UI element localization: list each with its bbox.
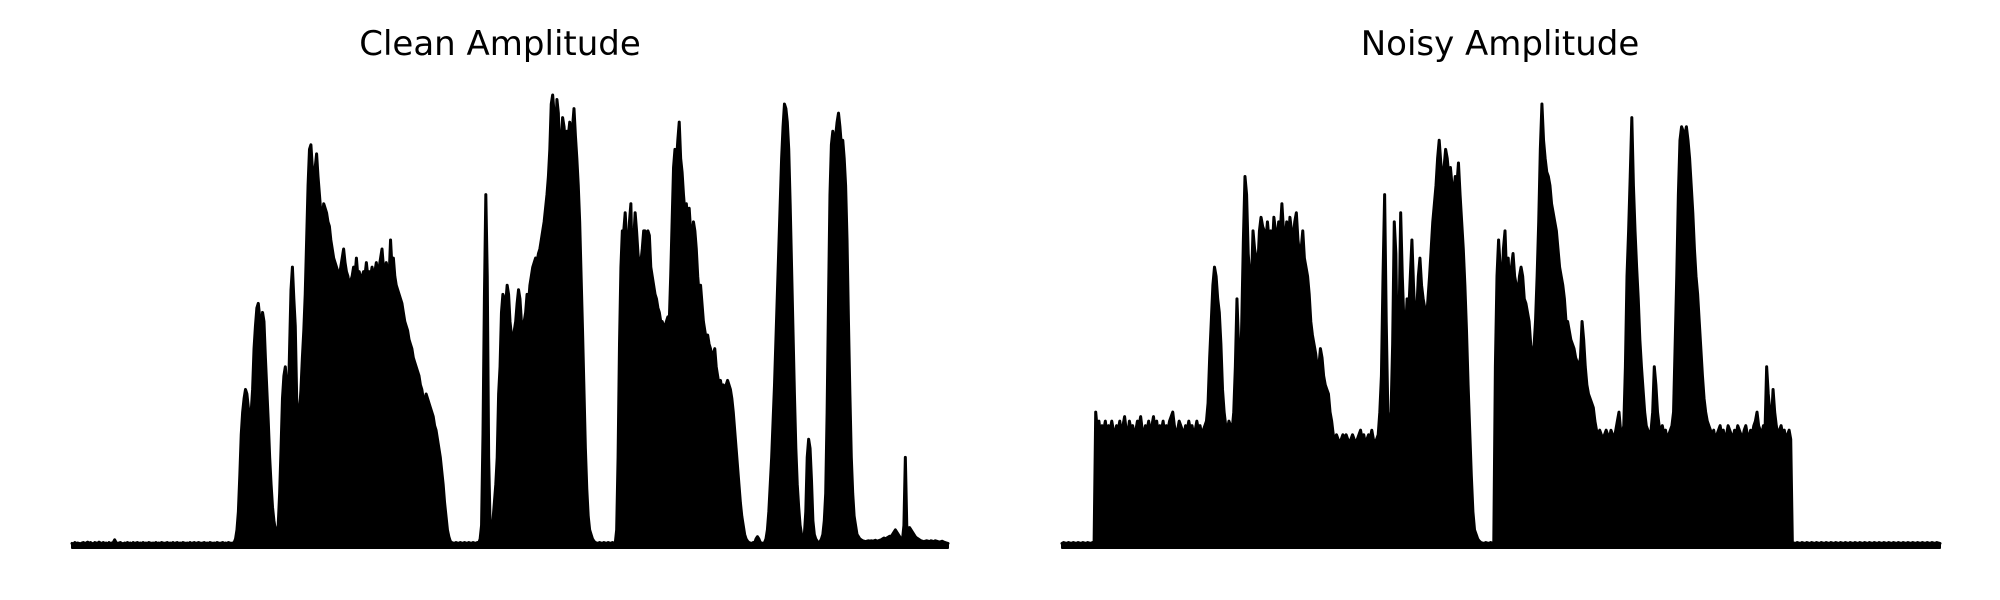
chart-panel-noisy: Noisy Amplitude (1000, 0, 2000, 600)
amplitude-area-noisy (1061, 103, 1941, 549)
chart-panel-clean: Clean Amplitude (70, 24, 950, 549)
chart-title-clean: Clean Amplitude (359, 24, 641, 64)
amplitude-line-clean (70, 93, 950, 546)
amplitude-line-noisy (1060, 102, 1942, 545)
chart-plot-noisy (1060, 102, 1942, 549)
chart-plot-clean (70, 93, 950, 549)
chart-title-noisy: Noisy Amplitude (1360, 24, 1640, 64)
